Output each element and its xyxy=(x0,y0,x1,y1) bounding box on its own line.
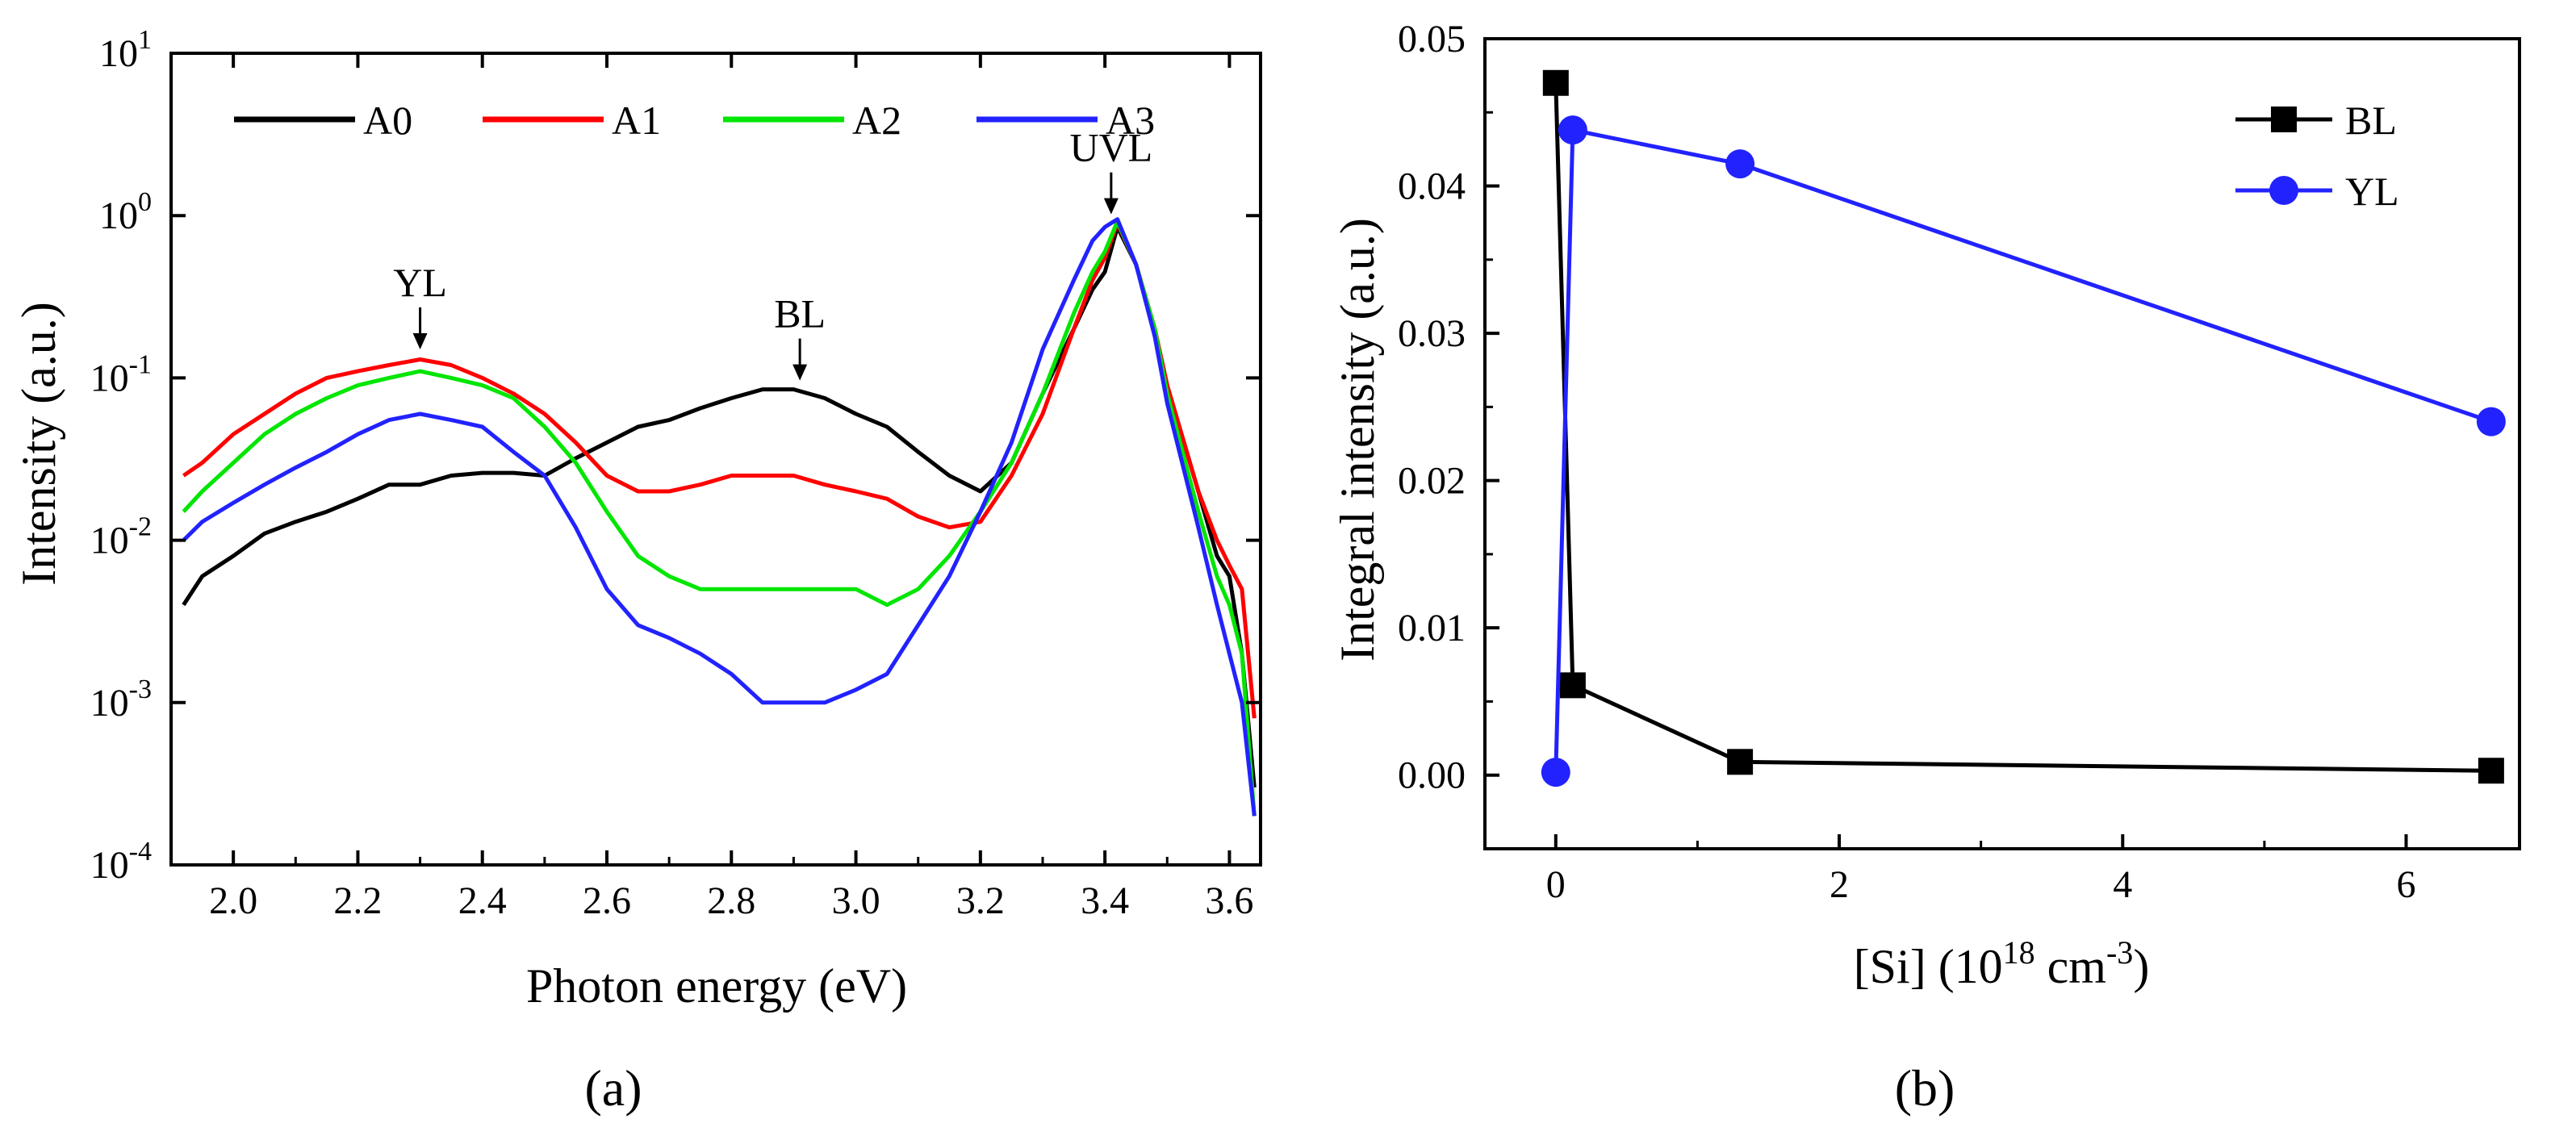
panel-a-annotation-arrowhead-BL xyxy=(792,364,808,381)
panel-b-point-BL-2 xyxy=(1727,749,1754,775)
panel-b-y-tick-label: 0.04 xyxy=(1398,165,1466,208)
panel-a-y-tick-label: 10-1 xyxy=(90,349,152,399)
panel-a-y-tick-label: 101 xyxy=(99,25,152,75)
panel-a-annotation-arrowhead-YL xyxy=(412,332,428,349)
panel-b-x-axis-label-end: ) xyxy=(2133,940,2149,993)
panel-b-point-BL-3 xyxy=(2478,758,2504,784)
panel-a-x-tick-label: 3.0 xyxy=(832,879,880,922)
panel-a-y-tick-base: 10 xyxy=(99,32,138,75)
panel-a-y-tick-exponent: 1 xyxy=(138,25,152,55)
panel-a-annotation-arrowhead-UVL xyxy=(1103,198,1119,215)
panel-b-x-axis-label-sup1: 18 xyxy=(2003,934,2035,971)
panel-b-x-tick-label: 2 xyxy=(1830,863,1849,906)
panel-b-y-axis-label: Integral intensity (a.u.) xyxy=(1331,218,1384,662)
panel-a-x-tick-label: 2.0 xyxy=(209,879,257,922)
panel-a-y-tick-exponent: 0 xyxy=(138,187,152,217)
panel-a-series-line-A0 xyxy=(182,224,1257,788)
panel-a-y-axis-label: Intensity (a.u.) xyxy=(12,302,65,586)
panel-b-legend: BL YL xyxy=(2235,98,2399,214)
panel-a-series-line-A3 xyxy=(182,217,1257,816)
panel-a-legend-label-A3: A3 xyxy=(1106,98,1155,143)
panel-b-x-tick-label: 4 xyxy=(2113,863,2132,906)
panel-a-legend: A0 A1 A2 A3 xyxy=(234,98,1155,143)
panel-a-y-tick-exponent: -3 xyxy=(129,674,152,704)
panel-a-series-group xyxy=(182,217,1257,816)
panel-a-y-tick-base: 10 xyxy=(90,682,129,725)
panel-b-y-tick-label: 0.01 xyxy=(1398,607,1466,649)
panel-a-legend-label-A2: A2 xyxy=(852,98,901,143)
panel-a-y-tick-base: 10 xyxy=(90,844,129,887)
panel-b-point-YL-3 xyxy=(2476,407,2506,436)
panel-a-plot-frame xyxy=(169,52,1262,867)
panel-a-legend-label-A0: A0 xyxy=(363,98,412,143)
panel-b-x-axis-label-sup2: -3 xyxy=(2106,934,2133,971)
panel-a-axes: 2.0 2.2 2.4 2.6 2.8 3.0 3.2 3.4 3.610110010-110-… xyxy=(90,25,1262,922)
panel-b-point-BL-0 xyxy=(1542,69,1569,96)
panel-a-annotation-label-BL: BL xyxy=(774,291,826,336)
panel-a-x-tick-label: 3.2 xyxy=(956,879,1005,922)
panel-a-y-tick-label: 10-2 xyxy=(90,512,152,562)
panel-a-x-tick-label: 2.2 xyxy=(333,879,382,922)
panel-a-caption: (a) xyxy=(584,1059,642,1117)
panel-a-y-tick-base: 10 xyxy=(99,194,138,237)
panel-b-caption: (b) xyxy=(1895,1059,1955,1117)
panel-b-x-axis-label: [Si] (1018 cm-3) xyxy=(1854,934,2150,993)
panel-a-annotation-label-UVL: UVL xyxy=(1069,125,1152,170)
panel-a-y-tick-label: 100 xyxy=(99,187,152,237)
panel-b-x-axis-label-main: [Si] (10 xyxy=(1854,940,2003,993)
panel-b-legend-marker-BL xyxy=(2271,106,2297,132)
panel-a-y-tick-exponent: -2 xyxy=(129,512,152,542)
panel-a-series-line-A2 xyxy=(182,219,1257,816)
panel-a-x-tick-label: 2.8 xyxy=(707,879,755,922)
panel-b-legend-label-BL: BL xyxy=(2345,98,2397,143)
panel-b-point-YL-1 xyxy=(1558,115,1587,145)
panel-a-y-tick-base: 10 xyxy=(90,357,129,399)
panel-b-y-tick-label: 0.00 xyxy=(1398,754,1466,797)
panel-b-x-tick-label: 6 xyxy=(2397,863,2416,906)
panel-b-legend-label-YL: YL xyxy=(2345,169,2399,214)
panel-b-legend-marker-YL xyxy=(2269,176,2298,205)
panel-a-y-tick-label: 10-4 xyxy=(90,837,152,887)
panel-b-x-tick-label: 0 xyxy=(1546,863,1566,906)
panel-b-x-axis-label-mid: cm xyxy=(2035,940,2106,993)
panel-b-point-BL-1 xyxy=(1559,672,1586,699)
panel-b-integral-intensity: 0 2 4 6 0.00 0.01 0.02 0.03 0.04 0.05 BL YL Integr… xyxy=(1331,18,2521,1117)
panel-a-x-tick-label: 3.4 xyxy=(1081,879,1129,922)
panel-b-point-YL-0 xyxy=(1541,758,1570,787)
panel-b-plot-frame xyxy=(1483,37,2521,850)
panel-a-x-axis-label: Photon energy (eV) xyxy=(526,959,907,1013)
panel-a-x-tick-label: 2.6 xyxy=(583,879,631,922)
panel-b-axes: 0 2 4 6 0.00 0.01 0.02 0.03 0.04 0.05 xyxy=(1398,18,2521,906)
panel-b-y-tick-label: 0.03 xyxy=(1398,312,1466,355)
panel-a-y-tick-exponent: -4 xyxy=(129,837,152,867)
panel-a-x-tick-label: 2.4 xyxy=(458,879,507,922)
panel-a-y-tick-exponent: -1 xyxy=(129,349,152,379)
panel-a-annotation-label-YL: YL xyxy=(393,260,447,305)
panel-b-series-group xyxy=(1541,69,2506,787)
panel-b-point-YL-2 xyxy=(1725,149,1755,179)
panel-a-series-line-A1 xyxy=(182,220,1257,719)
panel-b-y-tick-label: 0.02 xyxy=(1398,460,1466,503)
panel-a-y-tick-label: 10-3 xyxy=(90,674,152,725)
panel-a-y-tick-base: 10 xyxy=(90,520,129,562)
panel-a-intensity-spectrum: 2.0 2.2 2.4 2.6 2.8 3.0 3.2 3.4 3.610110010-110-… xyxy=(12,25,1262,1117)
panel-a-x-tick-label: 3.6 xyxy=(1205,879,1253,922)
panel-b-series-line-YL xyxy=(1554,127,2492,773)
panel-b-y-tick-label: 0.05 xyxy=(1398,18,1466,61)
panel-a-legend-label-A1: A1 xyxy=(612,98,661,143)
panel-a-annotations: YL BL UVL xyxy=(393,125,1152,381)
